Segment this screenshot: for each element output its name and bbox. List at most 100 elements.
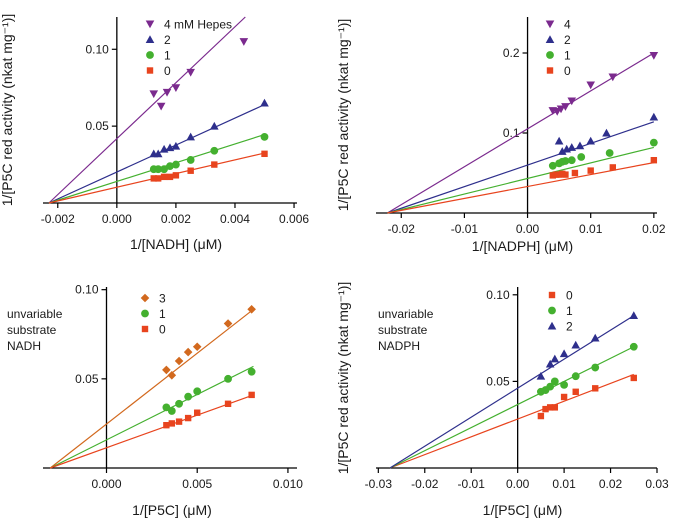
data-point — [168, 420, 176, 427]
y-axis-title: 1/[P5C red activity (nkat mg⁻¹)] — [335, 282, 351, 475]
data-point — [649, 138, 658, 147]
data-point — [561, 157, 570, 165]
data-point — [172, 160, 180, 169]
data-point — [172, 172, 180, 179]
x-tick-label: 0.000 — [102, 212, 132, 226]
legend-marker — [141, 309, 149, 318]
x-tick-label: -0.02 — [388, 222, 416, 236]
data-point — [629, 311, 639, 320]
data-point — [224, 374, 232, 383]
y-tick-label: 0.2 — [503, 46, 520, 60]
x-axis-title: 1/[NADPH] (μM) — [472, 238, 573, 254]
data-point — [586, 81, 595, 90]
data-point — [546, 404, 554, 411]
legend: 01 2 — [547, 289, 573, 334]
y-tick-label: 0.10 — [85, 42, 109, 56]
data-point — [572, 388, 579, 395]
data-point — [162, 365, 171, 375]
legend-label: 1 — [564, 49, 571, 63]
legend-label: 0 — [164, 64, 171, 78]
data-point — [567, 156, 576, 165]
legend-marker — [547, 321, 557, 330]
legend-label: 2 — [566, 320, 573, 334]
fit-line-series-0 — [49, 308, 254, 469]
data-point — [609, 164, 616, 171]
data-point — [602, 128, 611, 137]
data-point — [154, 175, 162, 182]
data-point — [560, 393, 568, 401]
legend-marker — [140, 293, 150, 303]
x-tick-label: -0.01 — [458, 477, 486, 491]
legend-marker — [546, 67, 554, 74]
chart-nadph: -0.02 -0.01 0.00 0.01 0.020.10.21/[NADPH] (μ… — [335, 17, 666, 254]
fit-line-series-1 — [387, 121, 655, 214]
x-tick-label: 0.000 — [91, 477, 121, 491]
legend-label: 2 — [164, 33, 171, 47]
data-point — [556, 105, 566, 114]
data-point — [210, 121, 219, 130]
legend-marker — [548, 291, 556, 299]
data-point — [554, 136, 564, 145]
data-point — [160, 165, 168, 174]
data-point — [192, 342, 202, 352]
data-point — [223, 319, 233, 328]
x-tick-label: 0.004 — [220, 212, 250, 226]
data-point — [260, 133, 269, 141]
data-point — [586, 136, 595, 145]
legend-label: 4 — [564, 18, 571, 32]
data-point — [247, 367, 256, 376]
legend-label: 0 — [566, 289, 573, 303]
data-point — [551, 404, 559, 411]
legend-label: 0 — [564, 64, 571, 78]
data-point — [187, 167, 194, 174]
chart-p5c-nadh: 0.000 0.005 0.010 0.05 0.10 1/[P5C] (μM) 31 0 un… — [7, 283, 303, 518]
data-point — [210, 146, 219, 155]
x-tick-label: -0.01 — [451, 222, 479, 236]
annotation-text: unvariable — [7, 307, 63, 321]
legend-label: 1 — [164, 49, 171, 63]
x-tick-label: 0.01 — [552, 477, 576, 491]
data-point — [174, 356, 184, 366]
data-point — [171, 141, 181, 150]
data-point — [575, 141, 585, 150]
data-point — [571, 372, 580, 381]
legend-label: 1 — [566, 304, 573, 318]
data-point — [247, 304, 256, 314]
legend: 31 0 — [140, 292, 166, 337]
x-tick-label: 0.03 — [645, 477, 669, 491]
annotation-text: substrate — [7, 323, 57, 337]
x-axis-title: 1/[P5C] (μM) — [132, 502, 212, 518]
legend-label: 2 — [564, 33, 571, 47]
data-point — [224, 400, 232, 408]
data-point — [542, 405, 549, 413]
annotation-text: NADH — [7, 339, 41, 353]
legend-marker — [546, 51, 554, 59]
data-point — [561, 103, 570, 111]
data-point — [649, 112, 659, 121]
data-point — [629, 342, 638, 351]
fit-line-series-0 — [48, 16, 246, 204]
data-point — [166, 162, 174, 171]
chart-nadh: -0.002 0.000 0.002 0.004 0.006 0.05 0.10 1/[NAD… — [0, 14, 309, 252]
data-point — [587, 167, 594, 174]
fit-line-series-2 — [50, 394, 254, 469]
data-point — [592, 385, 599, 392]
legend-marker — [145, 35, 155, 43]
x-tick-label: 0.005 — [182, 477, 212, 491]
data-point — [630, 374, 637, 382]
data-point — [605, 149, 614, 157]
data-point — [153, 149, 163, 158]
legend-marker — [146, 67, 154, 74]
x-tick-label: 0.002 — [161, 212, 191, 226]
data-point — [166, 173, 174, 181]
y-tick-label: 0.05 — [75, 372, 99, 386]
data-point — [186, 68, 195, 77]
y-tick-label: 0.05 — [486, 374, 510, 388]
data-point — [557, 147, 567, 155]
x-tick-label: 0.02 — [599, 477, 623, 491]
legend-marker — [145, 20, 155, 29]
data-point — [571, 340, 581, 349]
fit-line-series-2 — [387, 146, 654, 214]
